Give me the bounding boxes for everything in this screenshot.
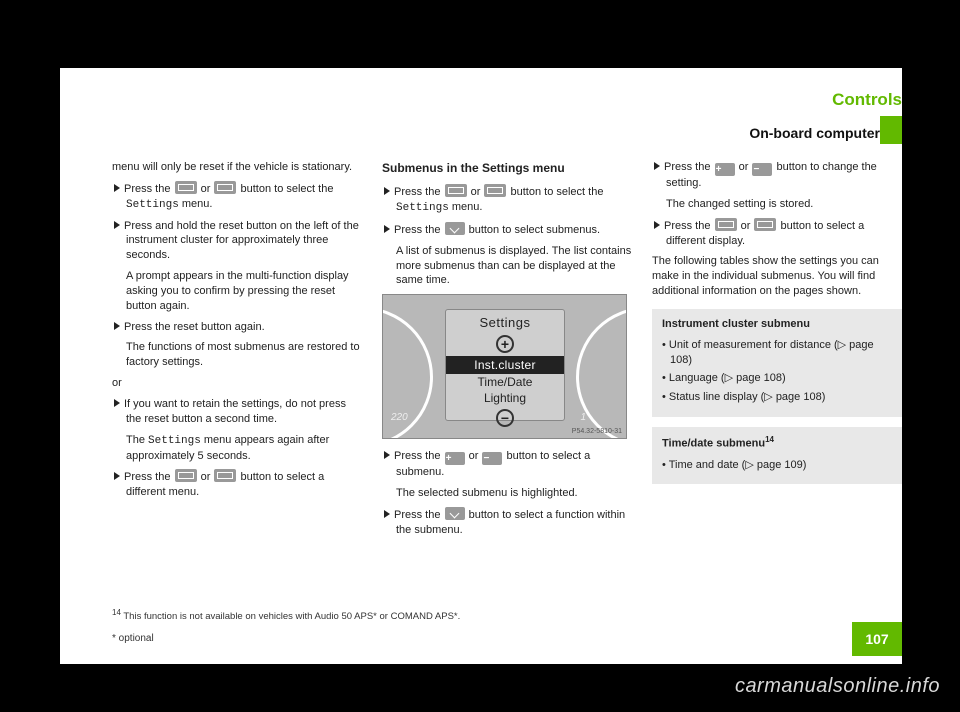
column-2: Submenus in the Settings menu Press the …: [382, 160, 632, 544]
box1-title: Instrument cluster submenu: [662, 317, 892, 332]
col2-heading: Submenus in the Settings menu: [382, 160, 632, 176]
c2-step2: Press the button to select submenus.: [382, 222, 632, 238]
step-2b: A prompt appears in the multi-function d…: [112, 269, 362, 314]
menu-right-icon: [754, 218, 776, 231]
image-code: P54.32-5810-31: [572, 427, 622, 436]
plus-circle-icon: +: [496, 335, 514, 353]
bullet-icon: [114, 399, 120, 407]
minus-circle-icon: −: [496, 409, 514, 427]
bullet-icon: [114, 472, 120, 480]
menu-left-icon: [715, 218, 737, 231]
menu-right-icon: [484, 184, 506, 197]
header-accent-block: [880, 116, 902, 144]
box1-item-3: Status line display (▷ page 108): [662, 390, 892, 405]
c2-step1: Press the or button to select the Settin…: [382, 184, 632, 216]
or-text: or: [112, 376, 362, 391]
c3-step1b: The changed setting is stored.: [652, 197, 902, 212]
c2-step2b: A list of submenus is displayed. The lis…: [382, 244, 632, 289]
step-1: Press the or button to select the Settin…: [112, 181, 362, 213]
step-3: Press the reset button again.: [112, 320, 362, 335]
step-4: If you want to retain the settings, do n…: [112, 397, 362, 427]
bullet-icon: [114, 221, 120, 229]
time-date-submenu-box: Time/date submenu14 Time and date (▷ pag…: [652, 427, 902, 484]
box1-item-2: Language (▷ page 108): [662, 371, 892, 386]
c3-step1: Press the + or − button to change the se…: [652, 160, 902, 191]
c2-step4: Press the button to select a function wi…: [382, 507, 632, 538]
gauge-num-220: 220: [391, 411, 408, 425]
step-5: Press the or button to select a differen…: [112, 469, 362, 500]
page: Controls On-board computer menu will onl…: [0, 0, 960, 712]
optional-label: * optional: [112, 633, 154, 644]
bullet-icon: [384, 225, 390, 233]
step-4b: The Settings menu appears again after ap…: [112, 433, 362, 464]
page-number: 107: [852, 622, 902, 656]
column-3: Press the + or − button to change the se…: [652, 160, 902, 544]
instrument-display: 220 1 Settings + Inst.cluster Time/Date …: [382, 294, 627, 439]
plus-icon: +: [715, 163, 735, 176]
bullet-icon: [384, 451, 390, 459]
c2-step3b: The selected submenu is highlighted.: [382, 486, 632, 501]
instrument-cluster-submenu-box: Instrument cluster submenu Unit of measu…: [652, 309, 902, 417]
down-icon: [445, 222, 465, 235]
bullet-icon: [654, 221, 660, 229]
screen-box: Settings + Inst.cluster Time/Date Lighti…: [445, 309, 565, 421]
row-lighting: Lighting: [446, 390, 564, 406]
footnote: 14 This function is not available on veh…: [112, 608, 460, 622]
box1-item-1: Unit of measurement for distance (▷ page…: [662, 338, 892, 368]
plus-icon: +: [445, 452, 465, 465]
down-icon: [445, 507, 465, 520]
gauge-num-1: 1: [580, 411, 586, 425]
c3-step2: Press the or button to select a differen…: [652, 218, 902, 249]
c2-step3: Press the + or − button to select a subm…: [382, 449, 632, 480]
menu-left-icon: [175, 469, 197, 482]
intro-text: menu will only be reset if the vehicle i…: [112, 160, 362, 175]
menu-left-icon: [445, 184, 467, 197]
row-time-date: Time/Date: [446, 374, 564, 390]
bullet-icon: [384, 187, 390, 195]
column-1: menu will only be reset if the vehicle i…: [112, 160, 362, 544]
step-3b: The functions of most submenus are resto…: [112, 340, 362, 370]
minus-icon: −: [752, 163, 772, 176]
section-title: Controls: [832, 90, 902, 118]
minus-icon: −: [482, 452, 502, 465]
menu-left-icon: [175, 181, 197, 194]
box2-item-1: Time and date (▷ page 109): [662, 458, 892, 473]
content-columns: menu will only be reset if the vehicle i…: [112, 160, 902, 544]
step-2: Press and hold the reset button on the l…: [112, 219, 362, 264]
menu-right-icon: [214, 181, 236, 194]
section-subtitle: On-board computer: [749, 125, 880, 141]
c3-para: The following tables show the settings y…: [652, 254, 902, 299]
box2-title: Time/date submenu14: [662, 435, 892, 452]
bullet-icon: [654, 162, 660, 170]
bullet-icon: [114, 184, 120, 192]
selected-row: Inst.cluster: [446, 356, 564, 374]
bullet-icon: [384, 510, 390, 518]
screen-title: Settings: [446, 314, 564, 332]
bullet-icon: [114, 322, 120, 330]
menu-right-icon: [214, 469, 236, 482]
watermark: carmanualsonline.info: [735, 675, 940, 698]
